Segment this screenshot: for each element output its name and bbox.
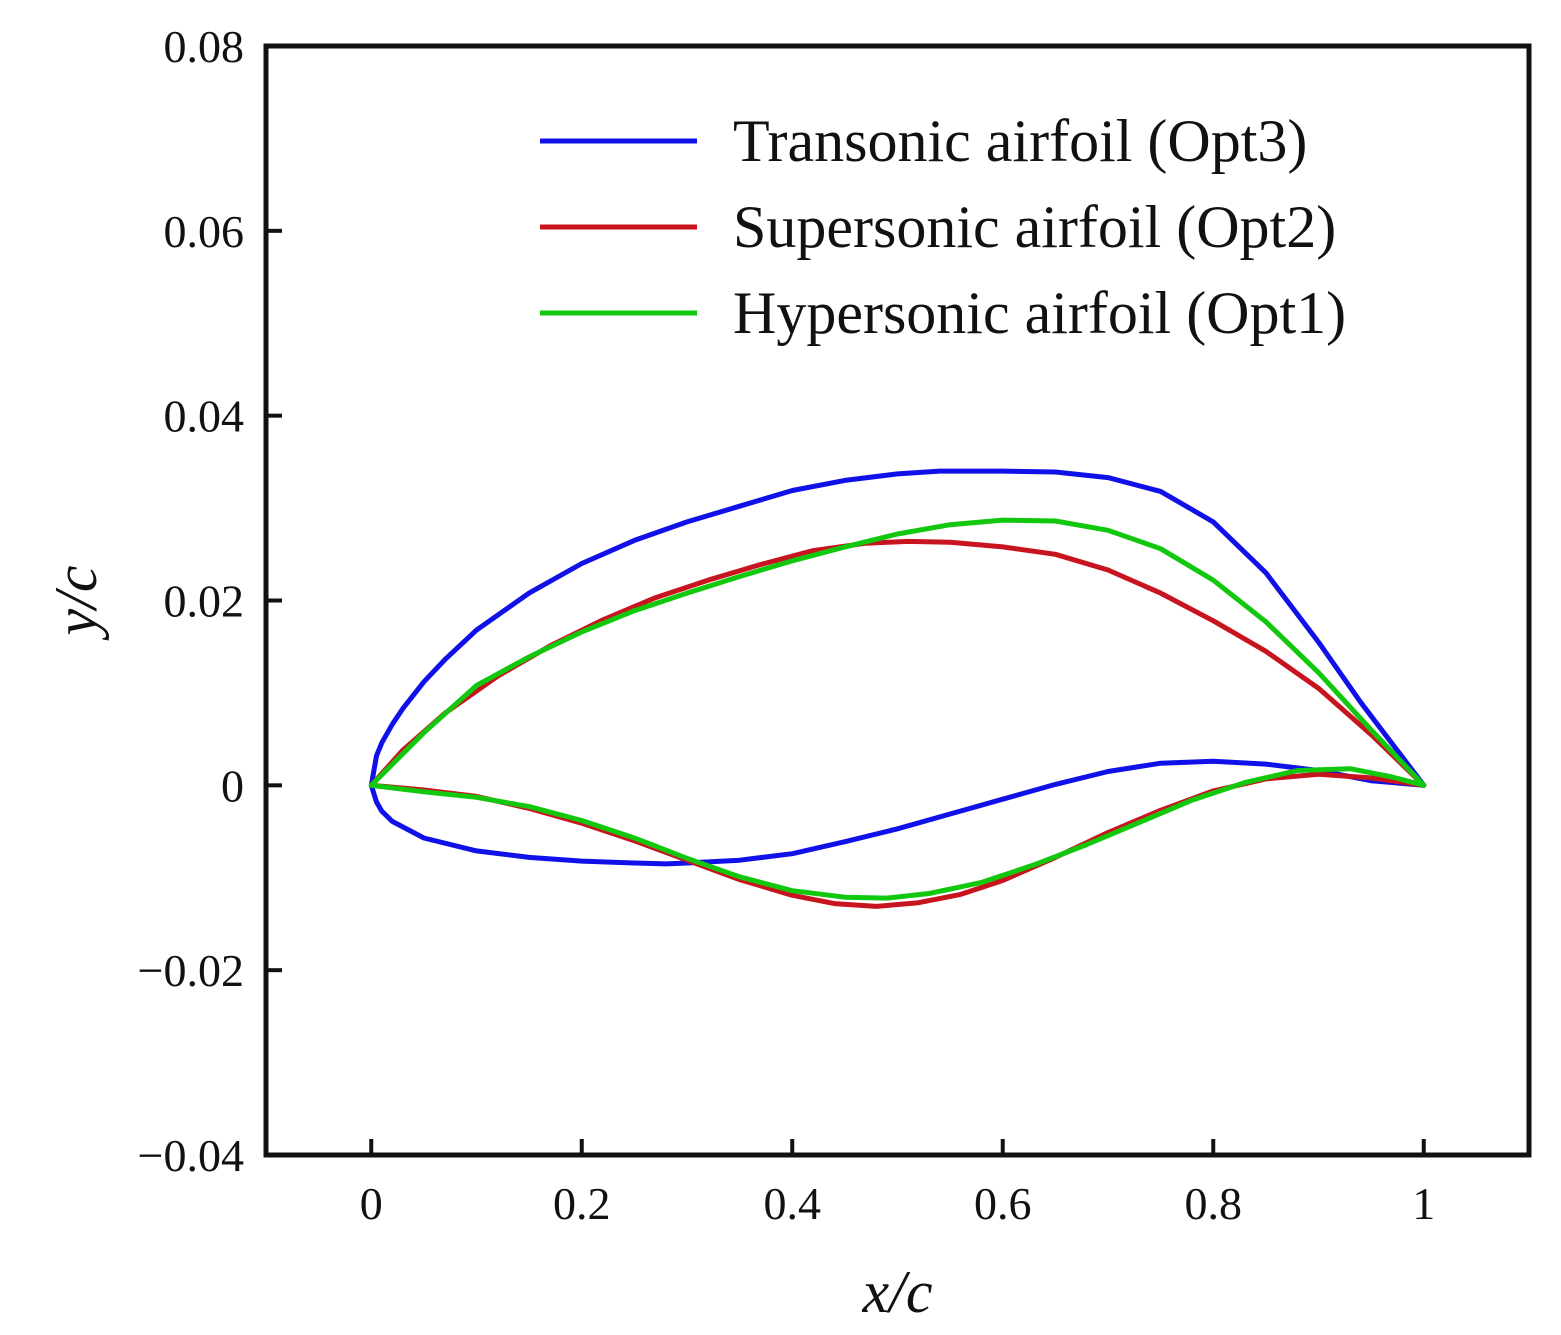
x-axis-label: x/c bbox=[862, 1259, 933, 1325]
series-line-1 bbox=[368, 468, 1427, 867]
y-tick-label: 0.08 bbox=[164, 21, 245, 72]
y-tick-label: 0.04 bbox=[164, 391, 245, 442]
y-tick-label: −0.02 bbox=[138, 945, 244, 996]
y-axis-label: y/c bbox=[43, 566, 109, 642]
x-tick-label: 0.4 bbox=[764, 1178, 822, 1229]
y-tick-label: −0.04 bbox=[138, 1130, 244, 1181]
legend-label-3: Hypersonic airfoil (Opt1) bbox=[733, 280, 1346, 346]
x-tick-label: 0.8 bbox=[1185, 1178, 1243, 1229]
y-tick-label: 0.06 bbox=[164, 206, 245, 257]
x-tick-label: 1 bbox=[1412, 1178, 1435, 1229]
x-tick-label: 0 bbox=[360, 1178, 383, 1229]
y-tick-label: 0.02 bbox=[164, 576, 245, 627]
series-line-3 bbox=[368, 517, 1427, 901]
x-tick-label: 0.6 bbox=[974, 1178, 1032, 1229]
legend-label-1: Transonic airfoil (Opt3) bbox=[733, 108, 1307, 174]
x-tick-label: 0.2 bbox=[553, 1178, 611, 1229]
legend: Transonic airfoil (Opt3) Supersonic airfo… bbox=[540, 108, 1346, 346]
y-tick-label: 0 bbox=[221, 760, 244, 811]
series-layer bbox=[368, 468, 1427, 909]
legend-label-2: Supersonic airfoil (Opt2) bbox=[733, 194, 1336, 260]
tick-layer: 0 0.2 0.4 0.6 0.8 1 −0.04 −0.02 0 0.02 0.04 0.06 0.0… bbox=[138, 21, 1436, 1229]
